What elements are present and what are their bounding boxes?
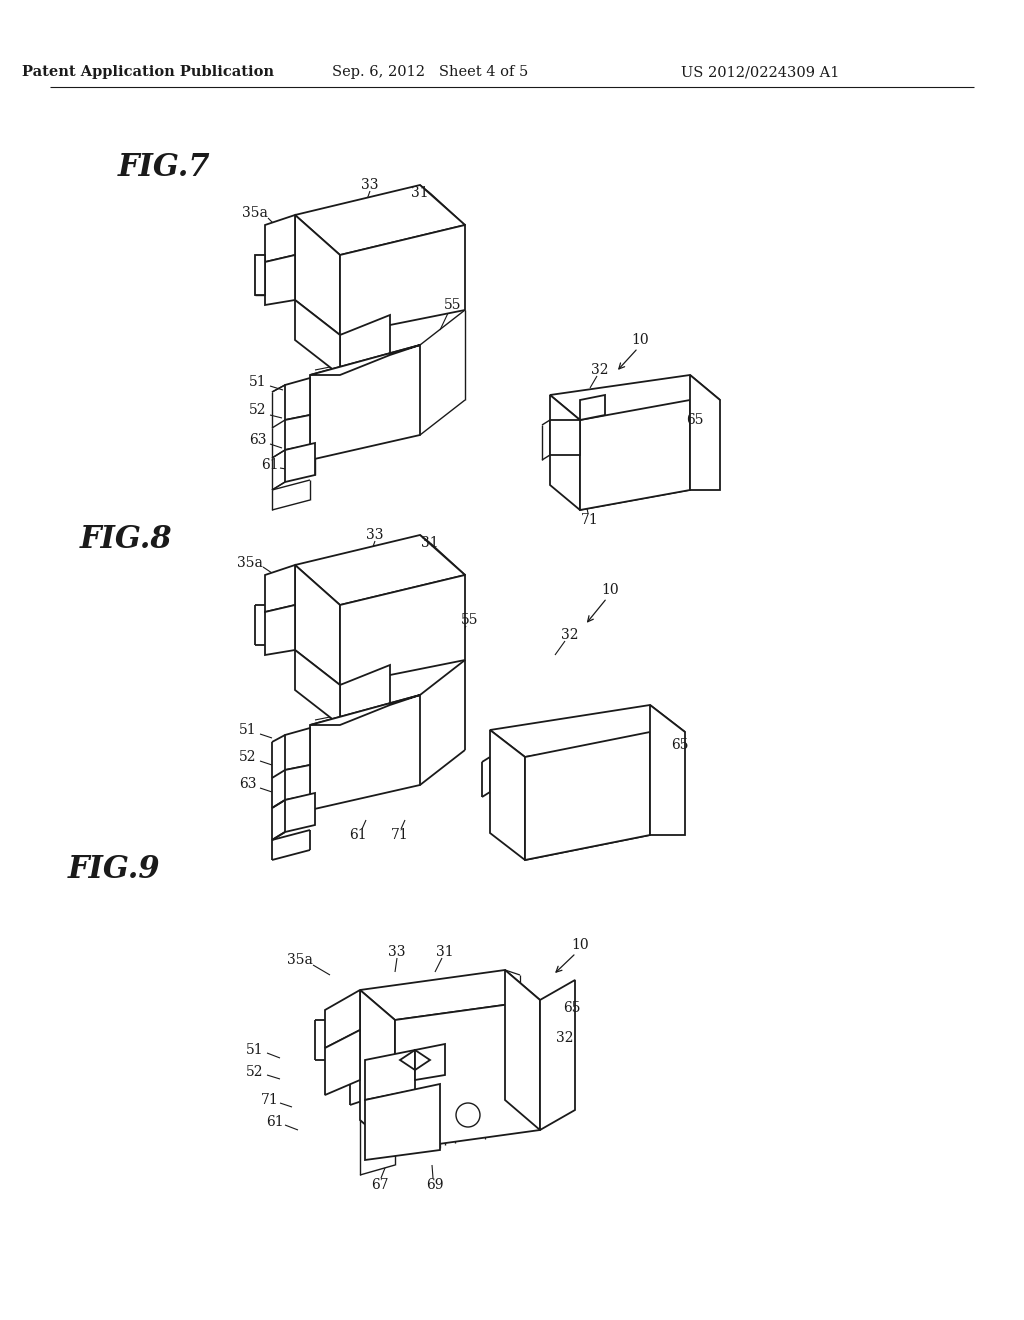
- Text: 63: 63: [240, 777, 257, 791]
- Polygon shape: [550, 375, 720, 420]
- Polygon shape: [325, 990, 360, 1048]
- Polygon shape: [340, 665, 390, 725]
- Polygon shape: [295, 535, 465, 605]
- Text: 10: 10: [631, 333, 649, 347]
- Text: 65: 65: [672, 738, 689, 752]
- Polygon shape: [340, 315, 390, 375]
- Polygon shape: [255, 255, 265, 294]
- Polygon shape: [295, 300, 340, 375]
- Text: 67: 67: [371, 1177, 389, 1192]
- Polygon shape: [295, 649, 340, 725]
- Polygon shape: [580, 400, 690, 510]
- Polygon shape: [285, 378, 310, 420]
- Text: 33: 33: [361, 178, 379, 191]
- Text: 55: 55: [461, 612, 479, 627]
- Text: 69: 69: [426, 1177, 443, 1192]
- Text: 52: 52: [240, 750, 257, 764]
- Text: 52: 52: [246, 1065, 264, 1078]
- Text: 51: 51: [246, 1043, 264, 1057]
- Polygon shape: [365, 1049, 415, 1100]
- Polygon shape: [310, 696, 420, 810]
- Polygon shape: [285, 729, 310, 770]
- Text: 10: 10: [601, 583, 618, 597]
- Text: FIG.7: FIG.7: [118, 152, 211, 182]
- Text: 61: 61: [349, 828, 367, 842]
- Polygon shape: [525, 733, 650, 861]
- Polygon shape: [310, 345, 420, 375]
- Polygon shape: [360, 970, 540, 1020]
- Text: 65: 65: [563, 1001, 581, 1015]
- Text: 31: 31: [421, 536, 439, 550]
- Text: Patent Application Publication: Patent Application Publication: [22, 65, 274, 79]
- Polygon shape: [285, 414, 310, 450]
- Circle shape: [456, 1104, 480, 1127]
- Text: FIG.9: FIG.9: [68, 854, 161, 886]
- Polygon shape: [295, 565, 340, 685]
- Text: 51: 51: [249, 375, 267, 389]
- Polygon shape: [650, 705, 685, 836]
- Text: 55: 55: [444, 298, 462, 312]
- Polygon shape: [490, 705, 685, 756]
- Text: 61: 61: [266, 1115, 284, 1129]
- Polygon shape: [265, 215, 295, 261]
- Text: 33: 33: [367, 528, 384, 543]
- Text: 31: 31: [436, 945, 454, 960]
- Polygon shape: [265, 605, 295, 655]
- Text: 35a: 35a: [238, 556, 263, 570]
- Polygon shape: [540, 979, 575, 1130]
- Text: FIG.8: FIG.8: [80, 524, 173, 556]
- Text: 32: 32: [556, 1031, 573, 1045]
- Text: 65: 65: [686, 413, 703, 426]
- Text: 31: 31: [412, 186, 429, 201]
- Polygon shape: [690, 375, 720, 490]
- Polygon shape: [325, 1030, 360, 1096]
- Polygon shape: [490, 730, 525, 861]
- Polygon shape: [550, 395, 580, 510]
- Polygon shape: [285, 444, 315, 482]
- Polygon shape: [550, 420, 580, 455]
- Text: 71: 71: [391, 828, 409, 842]
- Polygon shape: [365, 1084, 440, 1160]
- Text: 33: 33: [388, 945, 406, 960]
- Polygon shape: [340, 224, 465, 335]
- Text: 10: 10: [571, 939, 589, 952]
- Polygon shape: [415, 1044, 445, 1080]
- Polygon shape: [285, 766, 310, 800]
- Text: 32: 32: [591, 363, 608, 378]
- Text: 51: 51: [240, 723, 257, 737]
- Polygon shape: [395, 1001, 540, 1150]
- Text: 61: 61: [261, 458, 279, 473]
- Text: 71: 71: [582, 513, 599, 527]
- Polygon shape: [340, 576, 465, 685]
- Text: US 2012/0224309 A1: US 2012/0224309 A1: [681, 65, 840, 79]
- Polygon shape: [310, 696, 420, 725]
- Text: 52: 52: [249, 403, 266, 417]
- Text: 71: 71: [261, 1093, 279, 1107]
- Polygon shape: [265, 255, 295, 305]
- Polygon shape: [360, 990, 395, 1150]
- Polygon shape: [310, 345, 420, 459]
- Polygon shape: [295, 185, 465, 255]
- Text: 35a: 35a: [287, 953, 313, 968]
- Text: Sep. 6, 2012   Sheet 4 of 5: Sep. 6, 2012 Sheet 4 of 5: [332, 65, 528, 79]
- Text: 32: 32: [561, 628, 579, 642]
- Text: 63: 63: [249, 433, 266, 447]
- Polygon shape: [285, 793, 315, 832]
- Polygon shape: [265, 565, 295, 612]
- Polygon shape: [505, 970, 540, 1130]
- Text: 35a: 35a: [242, 206, 268, 220]
- Polygon shape: [580, 395, 605, 420]
- Polygon shape: [295, 215, 340, 335]
